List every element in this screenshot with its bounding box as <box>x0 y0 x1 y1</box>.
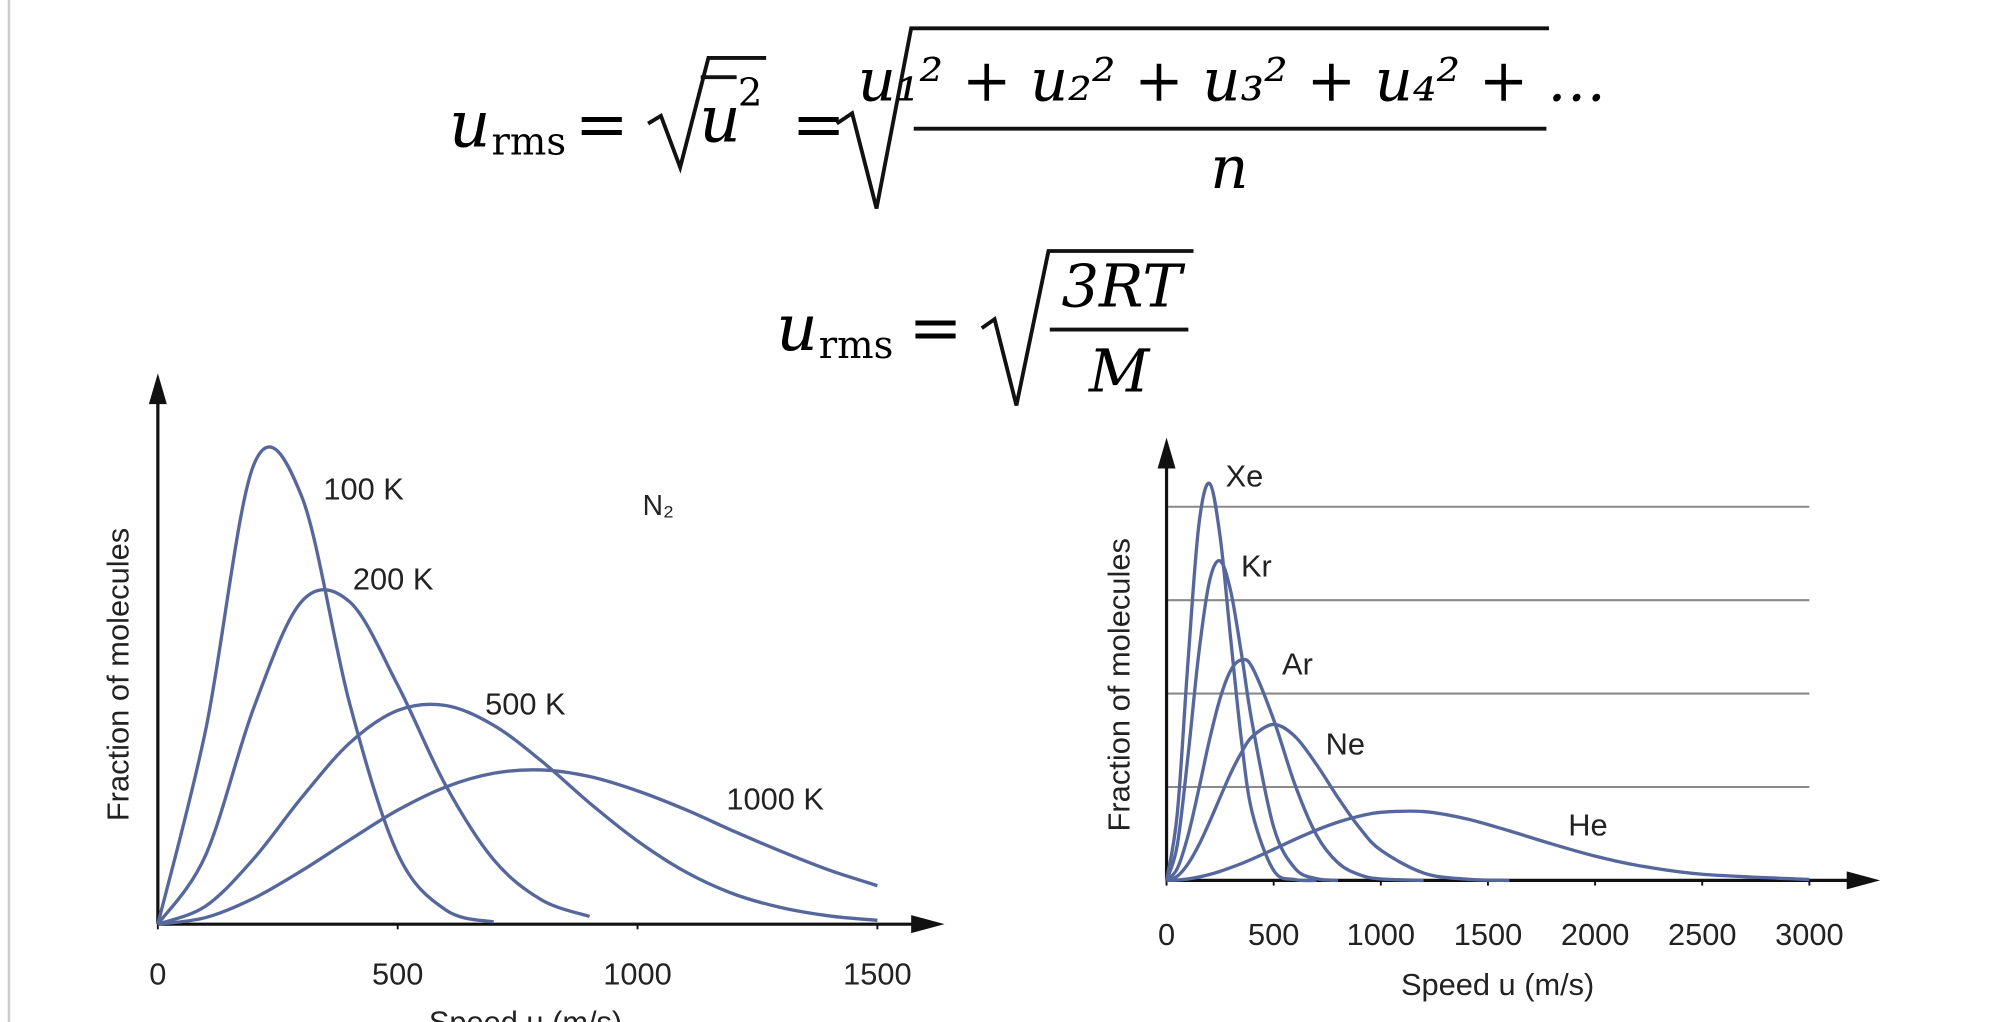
y-axis-arrow <box>148 373 167 405</box>
eq-numerator: u₁² + u₂² + u₃² + u₄² + … <box>858 45 1606 114</box>
series-line <box>1164 481 1317 883</box>
y-axis-title: Fraction of molecules <box>1101 538 1136 831</box>
eq-denominator: M <box>1088 336 1151 405</box>
series-label: Ne <box>1326 726 1365 761</box>
eq-numerator: 3RT <box>1061 251 1186 320</box>
series-line <box>1165 657 1424 883</box>
x-tick-label: 3000 <box>1775 917 1843 952</box>
chart: 0 500 1000 1500 2000 2500 3000 Fraction of mole… <box>1101 437 1881 1002</box>
series-label: Ar <box>1282 646 1313 681</box>
x-tick-label: 2500 <box>1668 917 1736 952</box>
sqrt-sign <box>980 249 1194 406</box>
x-axis-arrow <box>1846 871 1881 890</box>
x-tick-label: 0 <box>149 957 166 992</box>
series-label: He <box>1568 807 1607 842</box>
series-label: 100 K <box>323 471 404 506</box>
series-label: Kr <box>1241 549 1272 584</box>
eq-subscript: rms <box>492 119 567 164</box>
series-label: 200 K <box>353 561 434 596</box>
series-line <box>1166 809 1810 883</box>
x-tick-label: 2000 <box>1561 917 1629 952</box>
y-axis-arrow <box>1157 437 1176 469</box>
x-tick-label: 500 <box>372 957 423 992</box>
equation: u rms = u 2 = u₁² + u₂² + u₃² + u₄² + … … <box>449 26 1606 209</box>
eq-relation: = <box>792 88 846 163</box>
eq-subscript: rms <box>819 323 894 368</box>
x-axis-arrow <box>911 915 945 934</box>
eq-base: u <box>699 82 740 157</box>
equation: u rms = 3RT M <box>776 249 1194 406</box>
eq-exponent: 2 <box>738 70 762 115</box>
eq-relation: = <box>909 291 963 366</box>
x-tick-label: 0 <box>1158 917 1175 952</box>
series-label: 500 K <box>485 686 566 721</box>
series-line <box>156 588 591 926</box>
x-axis-title: Speed u (m/s) <box>429 1004 622 1022</box>
eq-relation: = <box>575 88 629 163</box>
x-tick-label: 1500 <box>843 957 911 992</box>
eq-symbol: u <box>449 88 490 163</box>
sqrt-sign <box>835 26 1549 209</box>
series-line <box>157 702 878 926</box>
series-line <box>1165 722 1510 883</box>
sqrt-sign <box>647 55 767 174</box>
y-axis-title: Fraction of molecules <box>100 528 135 821</box>
series-label: Xe <box>1226 459 1264 494</box>
x-tick-label: 1500 <box>1454 917 1522 952</box>
annotation: N₂ <box>643 489 674 521</box>
eq-denominator: n <box>1210 133 1248 202</box>
x-tick-label: 500 <box>1248 917 1299 952</box>
x-tick-label: 1000 <box>603 957 671 992</box>
series-line <box>1164 559 1339 883</box>
series-line <box>156 445 495 925</box>
x-tick-label: 1000 <box>1347 917 1415 952</box>
eq-symbol: u <box>776 291 817 366</box>
chart: 0 500 1000 1500 Fraction of molecules Speed u… <box>100 373 945 1022</box>
series-line <box>157 768 878 926</box>
x-axis-title: Speed u (m/s) <box>1401 967 1594 1002</box>
series-label: 1000 K <box>726 782 824 817</box>
